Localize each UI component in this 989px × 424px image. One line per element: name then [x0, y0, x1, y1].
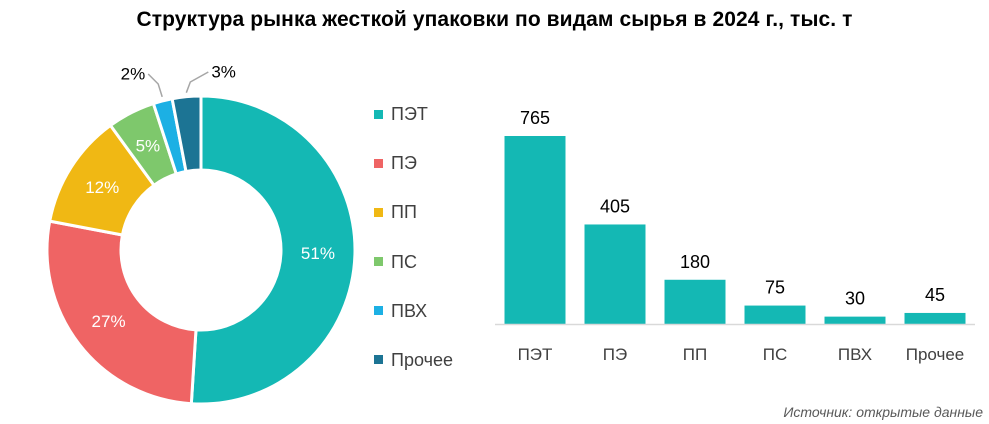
- donut-label-pet: 51%: [301, 244, 335, 263]
- bar-other: [904, 312, 966, 324]
- bar-category-pvc: ПВХ: [838, 345, 872, 364]
- bar-pe: [584, 224, 646, 324]
- legend-item-pe: ПЭ: [374, 153, 474, 173]
- donut-slice-other: [170, 94, 203, 174]
- source-note: Источник: открытые данные: [783, 404, 983, 420]
- legend-swatch: [374, 109, 383, 119]
- bar-ps: [744, 305, 806, 324]
- bar-pvc: [824, 316, 886, 324]
- legend-swatch: [374, 257, 383, 267]
- donut-label-pvc: 2%: [121, 65, 146, 84]
- bar-category-ps: ПС: [763, 345, 788, 364]
- bar-category-pet: ПЭТ: [518, 345, 553, 364]
- bar-value-pp: 180: [680, 252, 710, 272]
- bar-value-pet: 765: [520, 108, 550, 128]
- donut-label-other: 3%: [211, 63, 236, 82]
- legend-label: ПЭТ: [391, 104, 428, 124]
- bar-value-pvc: 30: [845, 289, 865, 309]
- bar-value-ps: 75: [765, 278, 785, 298]
- legend-swatch: [374, 207, 383, 217]
- legend-swatch: [374, 158, 383, 168]
- legend-item-other: Прочее: [374, 350, 474, 370]
- bar-category-pp: ПП: [683, 345, 707, 364]
- bar-category-pe: ПЭ: [603, 345, 627, 364]
- legend-item-pvc: ПВХ: [374, 301, 474, 321]
- legend-label: ПП: [391, 202, 417, 223]
- legend-item-pp: ПП: [374, 202, 474, 222]
- legend-label: Прочее: [391, 349, 453, 370]
- bar-value-pe: 405: [600, 196, 630, 216]
- donut-chart: 51% 27% 12% 5% 2% 3%: [45, 63, 357, 406]
- legend: ПЭТ ПЭ ПП ПС ПВХ Прочее: [374, 104, 474, 399]
- donut-label-ps: 5%: [136, 136, 161, 155]
- bar-category-other: Прочее: [906, 345, 965, 364]
- bar-value-other: 45: [925, 285, 945, 305]
- donut-label-pe: 27%: [92, 312, 126, 331]
- donut-slice-pet: [189, 94, 357, 406]
- legend-label: ПВХ: [391, 300, 428, 321]
- bar-pp: [664, 279, 726, 324]
- legend-label: ПС: [391, 251, 417, 272]
- legend-swatch: [374, 306, 383, 316]
- leader-line: [147, 73, 163, 98]
- bar-pet: [504, 136, 566, 324]
- leader-line: [185, 71, 209, 93]
- legend-item-pet: ПЭТ: [374, 104, 474, 124]
- legend-swatch: [374, 355, 383, 365]
- donut-slice-pe: [45, 219, 198, 406]
- donut-label-pp: 12%: [85, 178, 119, 197]
- legend-item-ps: ПС: [374, 252, 474, 272]
- chart-title: Структура рынка жесткой упаковки по вида…: [136, 8, 853, 31]
- legend-label: ПЭ: [391, 153, 417, 174]
